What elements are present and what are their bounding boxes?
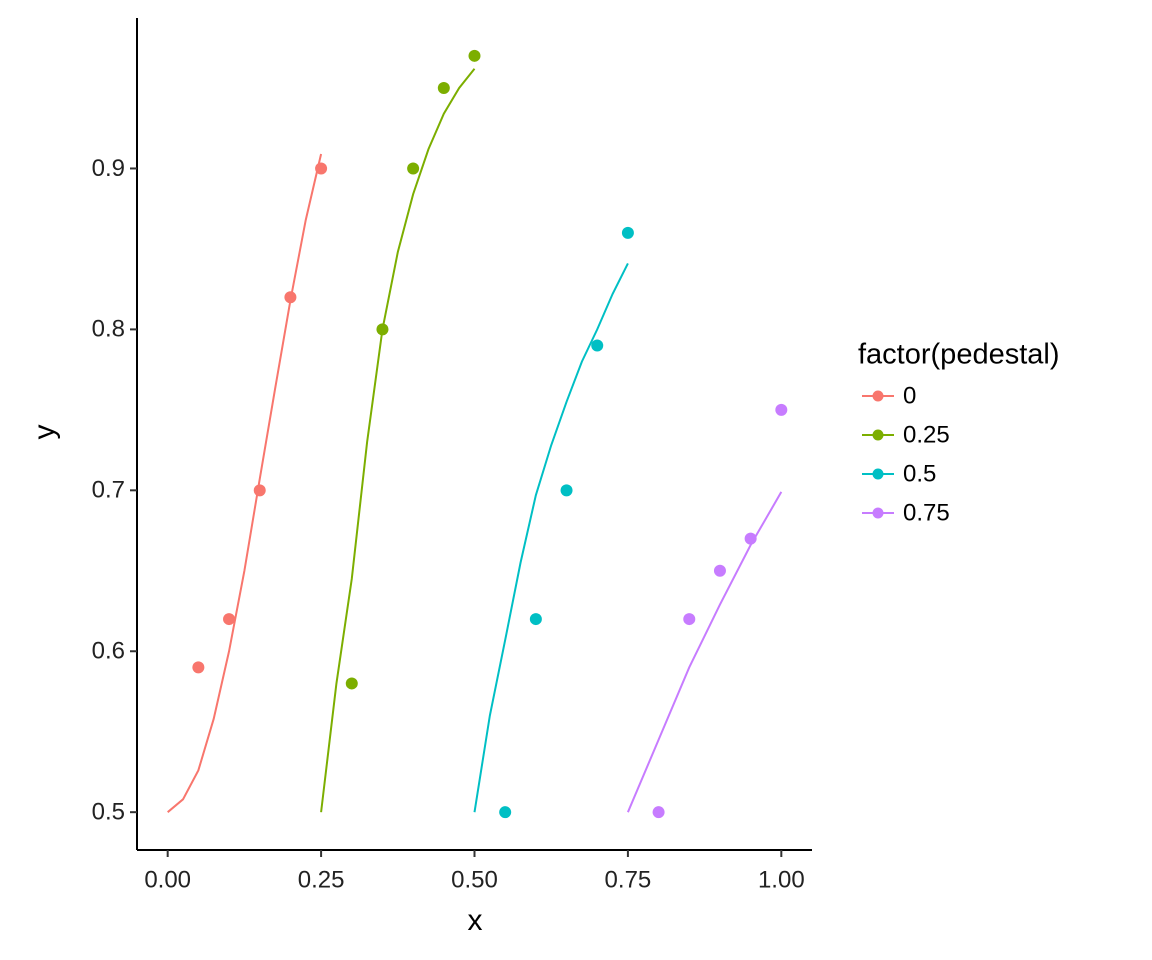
point xyxy=(652,806,665,819)
point xyxy=(713,564,726,577)
point xyxy=(529,613,542,626)
point xyxy=(499,806,512,819)
y-tick-label: 0.5 xyxy=(92,799,125,826)
point xyxy=(223,613,236,626)
x-tick-label: 0.50 xyxy=(451,866,498,893)
y-tick-label: 0.7 xyxy=(92,477,125,504)
point xyxy=(775,403,788,416)
point xyxy=(407,162,420,175)
legend-title: factor(pedestal) xyxy=(858,339,1060,371)
fit-line xyxy=(167,153,323,813)
legend-label: 0.5 xyxy=(903,460,936,487)
y-tick-label: 0.6 xyxy=(92,638,125,665)
x-axis-title: x xyxy=(468,904,483,937)
legend-label: 0 xyxy=(903,382,916,409)
point xyxy=(683,613,696,626)
legend-key-point xyxy=(872,390,884,402)
point xyxy=(284,291,297,304)
x-tick-label: 1.00 xyxy=(758,866,805,893)
y-axis-title: y xyxy=(28,425,61,440)
point xyxy=(560,484,573,497)
point xyxy=(468,49,481,62)
legend-label: 0.25 xyxy=(903,421,950,448)
x-tick-label: 0.00 xyxy=(144,866,191,893)
y-tick-label: 0.8 xyxy=(92,316,125,343)
x-tick-label: 0.75 xyxy=(605,866,652,893)
point xyxy=(345,677,358,690)
point xyxy=(315,162,328,175)
fit-line xyxy=(626,491,783,813)
legend-label: 0.75 xyxy=(903,499,950,526)
legend-key-point xyxy=(872,468,884,480)
point xyxy=(744,532,757,545)
point xyxy=(621,226,634,239)
fit-line xyxy=(320,68,476,813)
x-tick-label: 0.25 xyxy=(298,866,345,893)
point xyxy=(192,661,205,674)
legend-key-point xyxy=(872,507,884,519)
point xyxy=(437,82,450,95)
legend-key-point xyxy=(872,429,884,441)
point xyxy=(591,339,604,352)
point xyxy=(253,484,266,497)
point xyxy=(376,323,389,336)
y-tick-label: 0.9 xyxy=(92,155,125,182)
fit-line xyxy=(473,262,629,813)
